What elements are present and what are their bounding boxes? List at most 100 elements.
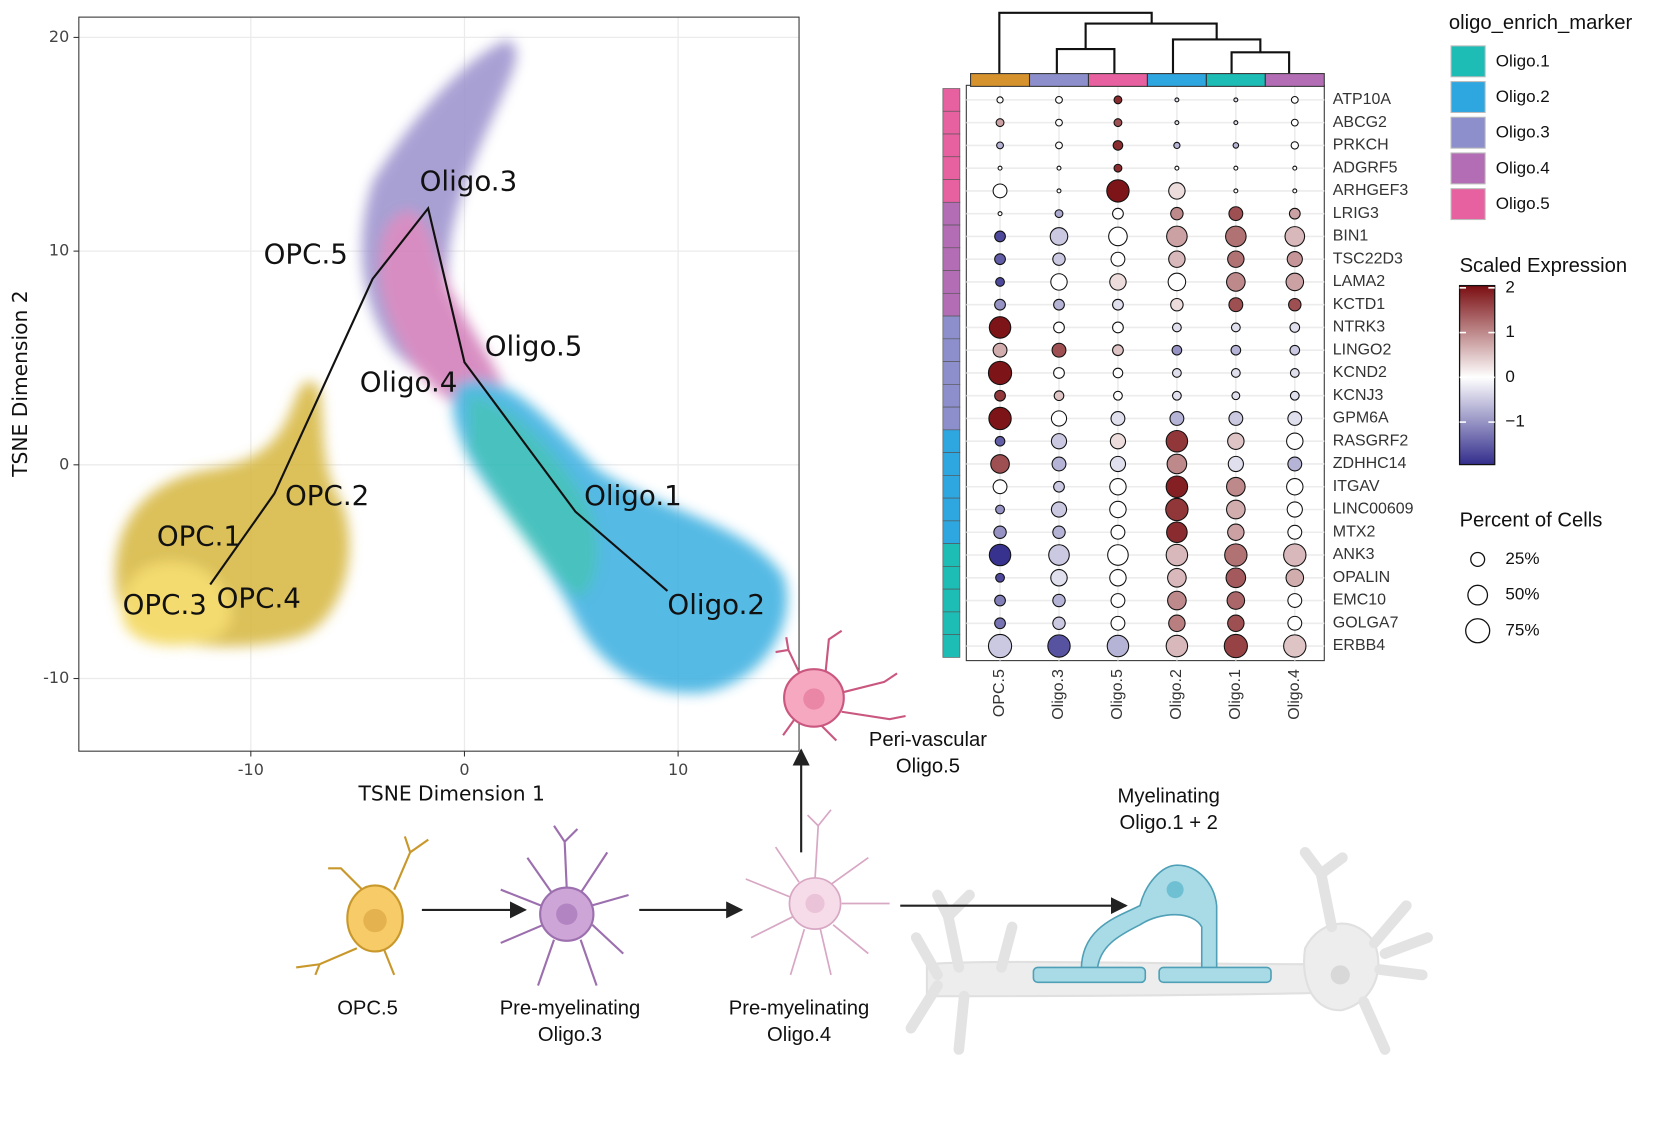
gene-label: KCNJ3	[1333, 387, 1384, 404]
dendrogram-branch	[1230, 51, 1291, 74]
dot	[1226, 499, 1246, 520]
dot	[1050, 501, 1068, 518]
x-tick-label: OPC.5	[991, 669, 1008, 717]
colorbar-title: Scaled Expression	[1460, 255, 1628, 277]
dot	[1165, 497, 1189, 522]
x-tick-label: Oligo.3	[1050, 669, 1067, 720]
dot	[1228, 411, 1244, 426]
dot	[1053, 480, 1065, 493]
gene-label: ZDHHC14	[1333, 455, 1407, 472]
cluster-label: OPC.5	[264, 237, 348, 270]
dot	[994, 253, 1006, 266]
dot	[988, 406, 1012, 431]
cluster-label: OPC.4	[217, 581, 301, 614]
oligo5-cell	[775, 629, 906, 742]
size-legend-label: 75%	[1505, 620, 1539, 639]
processes	[296, 836, 429, 976]
dot	[1112, 367, 1124, 379]
dot	[1165, 634, 1189, 658]
processes	[500, 825, 629, 986]
dot	[1170, 206, 1184, 221]
gene-label: PRKCH	[1333, 137, 1389, 154]
x-tick-label: Oligo.4	[1286, 669, 1303, 720]
dot	[1232, 142, 1240, 149]
dot	[1227, 455, 1244, 473]
gene-group-bar	[942, 133, 961, 158]
dot	[994, 389, 1006, 402]
myelinating-cell	[1032, 864, 1272, 984]
dot	[1113, 390, 1123, 401]
gene-label: ANK3	[1333, 546, 1375, 563]
gene-label: LINGO2	[1333, 341, 1392, 358]
gene-group-bar	[942, 224, 961, 249]
gene-label: GPM6A	[1333, 410, 1389, 427]
gene-label: LAMA2	[1333, 273, 1385, 290]
gene-group-bar	[942, 475, 961, 499]
dot	[1171, 344, 1183, 356]
size-legend-label: 25%	[1505, 549, 1539, 568]
dot	[1112, 321, 1124, 334]
dot	[1223, 633, 1248, 659]
dot	[1165, 543, 1189, 567]
gene-label: MTX2	[1333, 523, 1376, 540]
dot	[1167, 590, 1187, 611]
y-tick-label: 0	[59, 454, 69, 473]
dot	[1051, 456, 1067, 472]
dot	[1108, 226, 1128, 247]
gene-group-bar	[942, 292, 961, 317]
x-tick-label: Oligo.1	[1227, 669, 1244, 720]
gene-label: LRIG3	[1333, 205, 1379, 222]
oligo4-cell	[745, 809, 890, 976]
dot	[995, 504, 1005, 515]
dot	[1112, 298, 1124, 311]
dot	[1056, 188, 1062, 194]
dot	[1231, 391, 1241, 401]
dot	[1110, 615, 1126, 631]
dot	[994, 594, 1006, 607]
gene-label: ARHGEF3	[1333, 182, 1409, 199]
dot	[993, 525, 1007, 539]
dot	[1166, 225, 1188, 248]
dot	[1113, 163, 1123, 173]
stage-label: Oligo.4	[767, 1024, 831, 1046]
dot	[1168, 182, 1186, 200]
dendrogram-branch	[998, 11, 1153, 74]
dot	[1112, 140, 1124, 151]
dot	[1048, 544, 1070, 566]
dot	[1226, 272, 1246, 292]
cell-diagram: OPC.5 Pre-myelinating Oligo.3 Pre-myelinati…	[296, 629, 1433, 1055]
dot	[994, 435, 1006, 447]
colorbar-label: 2	[1505, 277, 1514, 296]
legend-swatch	[1450, 188, 1486, 221]
x-tick-label: 10	[668, 760, 688, 779]
dot	[1110, 524, 1126, 540]
dot	[1109, 500, 1127, 519]
dot	[997, 165, 1003, 171]
gene-label: ITGAV	[1333, 478, 1380, 495]
cluster-label: Oligo.4	[360, 366, 458, 399]
dot	[1290, 141, 1299, 150]
dot	[1109, 569, 1127, 587]
dot	[1289, 368, 1300, 378]
dot	[1171, 322, 1182, 333]
gene-group-bar	[942, 611, 961, 635]
gene-label: EMC10	[1333, 592, 1386, 609]
colorbar-label: 0	[1505, 367, 1514, 386]
dendrogram-branch	[1171, 38, 1262, 74]
dot	[994, 298, 1006, 311]
size-legend-dot	[1470, 551, 1486, 567]
dot	[1227, 523, 1245, 541]
cluster-label: OPC.2	[285, 479, 369, 512]
legend-swatch	[1450, 81, 1486, 114]
nucleus	[363, 908, 387, 933]
x-tick-label: 0	[459, 760, 469, 779]
oligo-nucleus	[1166, 881, 1184, 899]
dot	[1288, 297, 1302, 312]
gene-label: LINC00609	[1333, 501, 1414, 518]
gene-group-bar	[942, 201, 961, 226]
dot	[1226, 476, 1246, 497]
oligo1-cloud	[468, 394, 598, 597]
dot	[996, 141, 1004, 150]
legend-label: Oligo.1	[1496, 51, 1550, 70]
dot	[1110, 251, 1126, 267]
